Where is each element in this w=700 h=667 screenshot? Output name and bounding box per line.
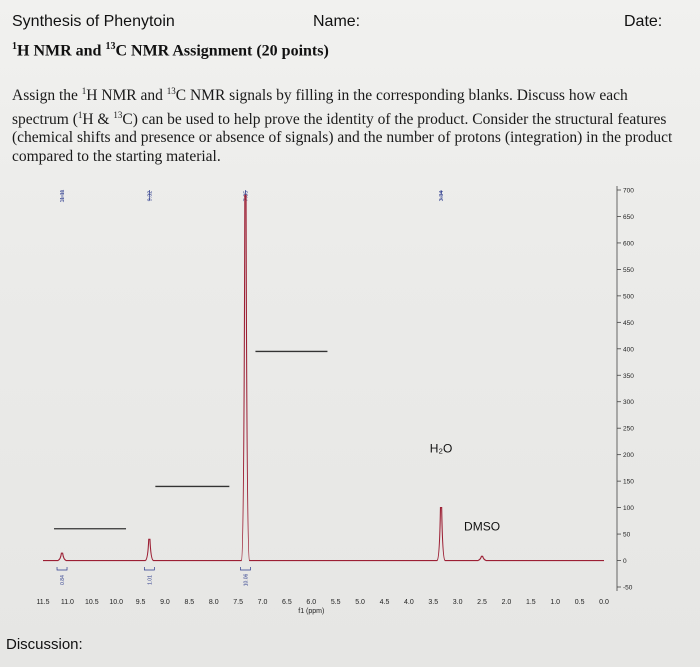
discussion-label: Discussion:: [6, 636, 83, 653]
integral-bracket: [143, 567, 155, 571]
y-tick-label: 550: [623, 267, 634, 274]
y-tick-label: 500: [623, 293, 634, 300]
peak-label-text: 3.34: [439, 191, 445, 202]
y-tick-label: 400: [623, 346, 634, 353]
x-tick-label: 2.0: [502, 599, 512, 606]
peak-label: 11.11: [60, 190, 66, 203]
heading-part-c: C NMR Assignment (20 points): [115, 42, 329, 60]
peak-labels: 11.11 9.32 7.35 3.34: [60, 190, 445, 203]
integral: 10.06: [240, 567, 251, 587]
integral: 0.84: [56, 567, 68, 585]
x-tick-label: 0.5: [575, 599, 585, 606]
x-tick-label: 4.0: [404, 599, 414, 606]
x-tick-label: 9.5: [136, 599, 146, 606]
x-tick-label: 11.0: [61, 599, 74, 606]
x-tick-label: 10.0: [109, 599, 123, 606]
x-tick-label: 0.0: [599, 599, 609, 606]
peak-label: 9.32: [147, 190, 153, 201]
annotation-label: H₂O: [430, 442, 453, 456]
x-tick-label: 11.5: [36, 599, 49, 606]
answer-blanks: [54, 350, 328, 530]
x-tick-label: 3.0: [453, 599, 463, 606]
x-tick-label: 8.0: [209, 599, 219, 606]
x-axis-label: f1 (ppm): [298, 608, 324, 615]
y-tick-label: 700: [623, 188, 634, 195]
y-tick-label: 100: [623, 505, 634, 512]
x-tick-label: 10.5: [85, 599, 99, 606]
x-tick-label: 7.5: [233, 599, 243, 606]
superscript-1: 1: [12, 41, 17, 52]
peak-label: 3.34: [439, 190, 445, 201]
section-heading: 1H NMR and 13C NMR Assignment (20 points…: [12, 41, 329, 60]
x-tick-label: 4.5: [380, 599, 390, 606]
worksheet-title: Synthesis of Phenytoin: [12, 13, 175, 30]
y-tick-label: 200: [623, 452, 634, 459]
y-tick-label: 600: [623, 240, 634, 247]
x-tick-label: 9.0: [160, 599, 170, 606]
x-tick-label: 1.0: [550, 599, 560, 606]
x-tick-label: 7.0: [258, 599, 268, 606]
x-tick-label: 8.5: [184, 599, 194, 606]
peak-label-text: 11.11: [60, 190, 66, 203]
spectrum-trace: [43, 194, 604, 562]
date-label: Date:: [624, 13, 663, 30]
x-tick-label: 2.5: [477, 599, 487, 606]
y-tick-label: 300: [623, 399, 634, 406]
y-tick-label: 250: [623, 426, 634, 433]
x-tick-label: 1.5: [526, 599, 536, 606]
x-axis: 11.5 11.0 10.5 10.0 9.5 9.0 8.5 8.0 7.5 7.0 6.5 6.0…: [36, 599, 609, 606]
y-tick-label: 450: [623, 320, 634, 327]
instructions-paragraph: Assign the 1H NMR and 13C NMR signals by…: [12, 86, 673, 165]
integral-value: 1.01: [147, 575, 153, 585]
y-tick-label: 0: [623, 558, 627, 565]
x-tick-label: 5.5: [331, 599, 341, 606]
x-tick-label: 5.0: [355, 599, 365, 606]
integral-value: 0.84: [60, 575, 66, 585]
annotations: H₂O DMSO: [430, 442, 500, 534]
x-tick-label: 6.0: [306, 599, 316, 606]
x-tick-label: 6.5: [282, 599, 292, 606]
integral: 1.01: [143, 567, 155, 585]
x-tick-label: 3.5: [428, 599, 438, 606]
heading-part-h: H NMR and: [17, 42, 106, 60]
y-axis: -50 0 50 100 150 200 250 300 350 400 450 500 550 600 6…: [616, 186, 634, 592]
integral-value: 10.06: [243, 574, 249, 587]
y-tick-label: 50: [623, 532, 631, 539]
integral-bracket: [240, 567, 251, 571]
integrals: 0.84 1.01 10.06: [56, 567, 251, 587]
superscript-13: 13: [105, 41, 116, 52]
y-tick-label: 650: [623, 214, 634, 221]
annotation-label: DMSO: [464, 520, 500, 534]
y-tick-label: 350: [623, 373, 634, 380]
y-tick-label: -50: [623, 585, 633, 592]
name-label: Name:: [313, 13, 361, 30]
y-tick-label: 150: [623, 479, 634, 486]
peak-label-text: 9.32: [147, 191, 153, 202]
integral-bracket: [56, 567, 68, 571]
